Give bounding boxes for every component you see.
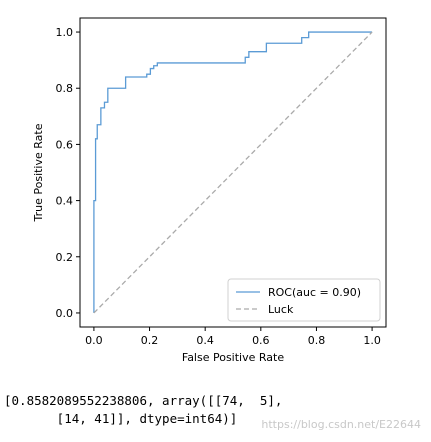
output-line-1: [0.8582089552238806, array([[74, 5], xyxy=(4,393,283,408)
x-tick-label: 0.0 xyxy=(85,334,103,347)
luck-diagonal-line xyxy=(93,31,373,314)
y-axis-title: True Positive Rate xyxy=(32,123,45,222)
plot-frame xyxy=(79,17,387,328)
y-tick-label: 0.4 xyxy=(56,195,74,208)
x-axis-title: False Positive Rate xyxy=(182,351,284,364)
x-tick-label: 1.0 xyxy=(363,334,381,347)
console-output: [0.8582089552238806, array([[74, 5], [14… xyxy=(4,392,282,428)
legend-box xyxy=(227,278,381,322)
watermark: https://blog.csdn.net/E22644 xyxy=(261,418,421,431)
roc-chart: 0.0 0.2 0.4 0.6 0.8 1.0 0.0 0.2 0.4 0.6 0.8 1.0 Fa… xyxy=(32,17,387,364)
x-tick-label: 0.4 xyxy=(196,334,214,347)
output-line-2: [14, 41]], dtype=int64)] xyxy=(4,411,238,426)
legend-label: ROC(auc = 0.90) xyxy=(268,286,361,299)
y-tick-label: 0.0 xyxy=(56,307,74,320)
series-layer xyxy=(93,31,373,314)
y-axis-ticks: 0.0 0.2 0.4 0.6 0.8 1.0 xyxy=(56,26,80,320)
legend-label: Luck xyxy=(268,303,294,316)
y-tick-label: 0.6 xyxy=(56,138,74,151)
y-tick-label: 0.8 xyxy=(56,82,74,95)
x-axis-ticks: 0.0 0.2 0.4 0.6 0.8 1.0 xyxy=(85,327,381,347)
x-tick-label: 0.6 xyxy=(252,334,270,347)
x-tick-label: 0.2 xyxy=(141,334,159,347)
legend: ROC(auc = 0.90) Luck xyxy=(227,278,381,322)
x-tick-label: 0.8 xyxy=(308,334,326,347)
roc-curve-line xyxy=(93,31,373,313)
y-tick-label: 0.2 xyxy=(56,251,74,264)
y-tick-label: 1.0 xyxy=(56,26,74,39)
